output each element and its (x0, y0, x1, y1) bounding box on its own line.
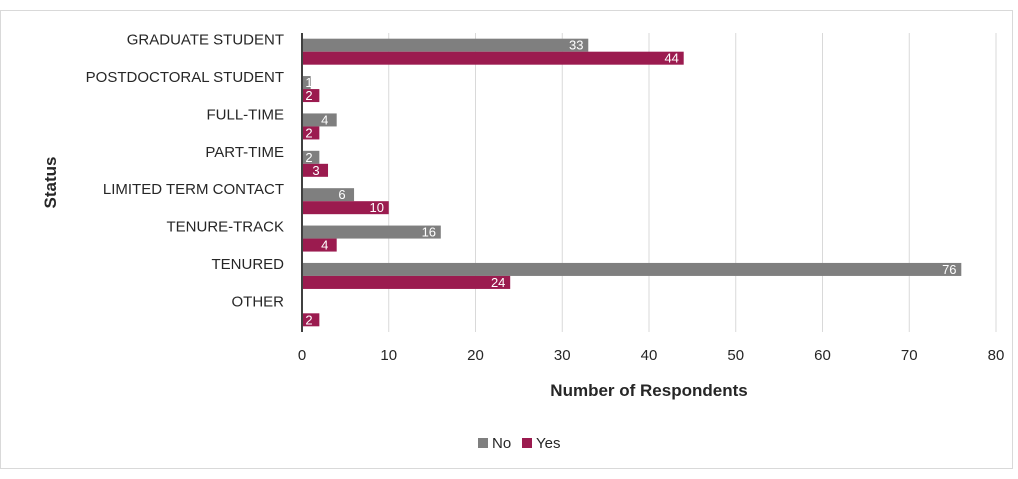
x-tick-label: 0 (298, 347, 306, 364)
legend: No Yes (478, 435, 560, 452)
x-tick-labels: 0 10 20 30 40 50 60 70 80 (298, 347, 1005, 364)
data-label: 10 (370, 200, 384, 215)
bar-no (302, 188, 355, 202)
data-label: 16 (422, 225, 436, 240)
bar-yes (302, 275, 511, 289)
x-tick-label: 10 (380, 347, 397, 364)
legend-label: No (492, 435, 511, 452)
bar-no (302, 38, 589, 52)
bar-yes (302, 313, 320, 327)
x-tick-label: 50 (727, 347, 744, 364)
bar-yes (302, 126, 320, 140)
x-tick-label: 70 (901, 347, 918, 364)
bar-no (302, 262, 962, 276)
category-label: TENURE-TRACK (166, 219, 284, 236)
legend-swatch (522, 438, 532, 448)
bar-no (302, 150, 320, 164)
data-label: 2 (305, 150, 312, 165)
chart-frame (0, 10, 1013, 469)
x-tick-label: 20 (467, 347, 484, 364)
data-label: 2 (305, 125, 312, 140)
bar-yes (302, 51, 684, 65)
category-label: TENURED (211, 256, 284, 273)
data-label: 76 (942, 262, 956, 277)
data-label: 2 (305, 88, 312, 103)
x-tick-label: 30 (554, 347, 571, 364)
category-label: OTHER (232, 293, 285, 310)
x-tick-label: 60 (814, 347, 831, 364)
data-label: 2 (305, 312, 312, 327)
legend-swatch (478, 438, 488, 448)
data-label: 3 (312, 163, 319, 178)
bar-no (302, 225, 441, 239)
legend-label: Yes (536, 435, 560, 452)
x-tick-label: 80 (988, 347, 1005, 364)
y-axis-title: Status (41, 157, 60, 209)
data-label: 1 (305, 75, 312, 90)
bar-yes (302, 201, 389, 215)
bar-yes (302, 89, 320, 103)
category-label: GRADUATE STUDENT (127, 32, 284, 49)
category-labels: GRADUATE STUDENT POSTDOCTORAL STUDENT FULL… (86, 32, 285, 311)
data-label: 24 (491, 275, 505, 290)
bar-no (302, 113, 337, 127)
bar-yes (302, 163, 329, 177)
bar-yes (302, 238, 337, 252)
category-label: LIMITED TERM CONTACT (103, 181, 284, 198)
data-label: 4 (321, 238, 328, 253)
data-label: 6 (338, 187, 345, 202)
bar-no (302, 76, 311, 90)
category-label: PART-TIME (205, 144, 284, 161)
data-label: 33 (569, 38, 583, 53)
data-label: 44 (664, 51, 678, 66)
category-label: FULL-TIME (206, 106, 284, 123)
data-label: 4 (321, 112, 328, 127)
category-label: POSTDOCTORAL STUDENT (86, 69, 284, 86)
x-axis-title: Number of Respondents (550, 381, 747, 400)
x-tick-label: 40 (641, 347, 658, 364)
